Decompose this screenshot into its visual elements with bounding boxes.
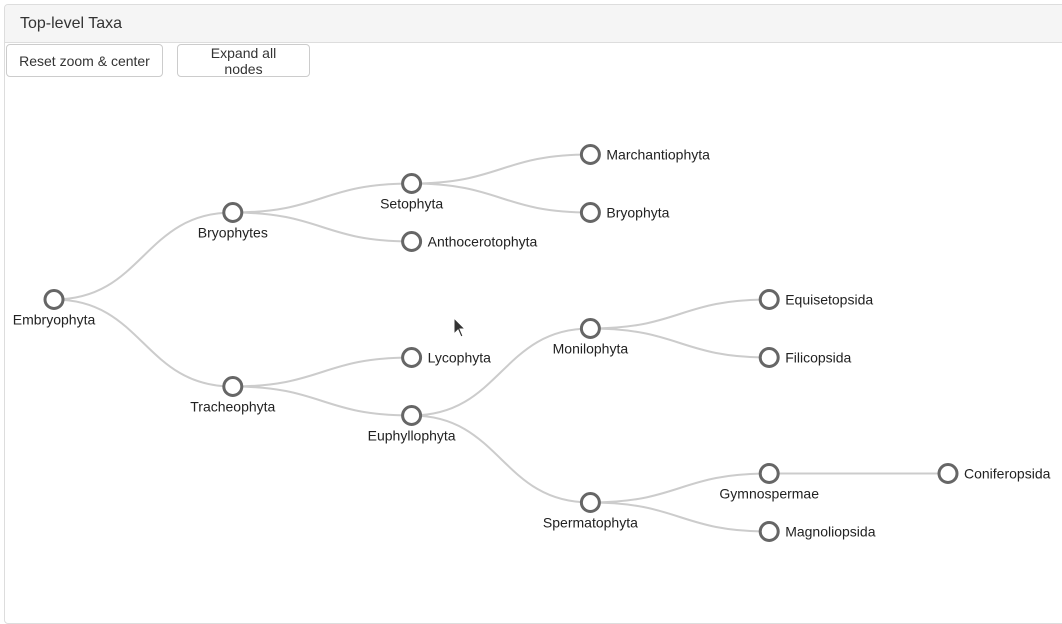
- node-label: Coniferopsida: [964, 466, 1051, 482]
- tree-node-bryophytes[interactable]: Bryophytes: [198, 202, 268, 241]
- node-circle[interactable]: [579, 144, 601, 165]
- tree-nodes: Embryophyta Bryophytes Setophyta Marchantio…: [13, 144, 1051, 542]
- panel-title: Top-level Taxa: [20, 15, 122, 32]
- node-label: Magnoliopsida: [785, 524, 875, 540]
- tree-node-anthocerotophyta[interactable]: Anthocerotophyta: [401, 231, 538, 252]
- node-label: Spermatophyta: [543, 515, 638, 531]
- node-circle[interactable]: [937, 463, 959, 484]
- node-circle[interactable]: [222, 376, 244, 397]
- node-label: Embryophyta: [13, 312, 96, 328]
- node-label: Bryophytes: [198, 225, 268, 241]
- node-circle[interactable]: [758, 521, 780, 542]
- tree-node-marchantiophyta[interactable]: Marchantiophyta: [579, 144, 710, 165]
- node-circle[interactable]: [579, 202, 601, 223]
- tree-node-gymnospermae[interactable]: Gymnospermae: [719, 463, 819, 502]
- node-label: Setophyta: [380, 196, 443, 212]
- panel-heading: Top-level Taxa: [5, 5, 1062, 43]
- node-circle[interactable]: [43, 289, 65, 310]
- node-circle[interactable]: [758, 347, 780, 368]
- node-label: Monilophyta: [553, 341, 629, 357]
- tree-node-magnoliopsida[interactable]: Magnoliopsida: [758, 521, 876, 542]
- reset-zoom-button[interactable]: Reset zoom & center: [6, 44, 163, 77]
- node-label: Euphyllophyta: [368, 428, 456, 444]
- node-circle[interactable]: [579, 492, 601, 513]
- node-label: Lycophyta: [428, 350, 492, 366]
- node-circle[interactable]: [758, 463, 780, 484]
- node-circle[interactable]: [222, 202, 244, 223]
- expand-all-button[interactable]: Expand all nodes: [177, 44, 310, 77]
- tree-node-setophyta[interactable]: Setophyta: [380, 173, 443, 212]
- taxa-panel: Top-level Taxa: [4, 4, 1062, 624]
- node-circle[interactable]: [401, 231, 423, 252]
- tree-node-spermatophyta[interactable]: Spermatophyta: [543, 492, 638, 531]
- tree-node-bryophyta[interactable]: Bryophyta: [579, 202, 670, 223]
- tree-node-euphyllophyta[interactable]: Euphyllophyta: [368, 405, 456, 444]
- node-circle[interactable]: [401, 173, 423, 194]
- node-circle[interactable]: [758, 289, 780, 310]
- node-label: Tracheophyta: [190, 399, 275, 415]
- node-label: Equisetopsida: [785, 292, 873, 308]
- node-label: Marchantiophyta: [606, 147, 710, 163]
- tree-node-embryophyta[interactable]: Embryophyta: [13, 289, 96, 328]
- node-label: Gymnospermae: [719, 486, 819, 502]
- node-label: Bryophyta: [606, 205, 669, 221]
- tree-node-coniferopsida[interactable]: Coniferopsida: [937, 463, 1051, 484]
- tree-node-monilophyta[interactable]: Monilophyta: [553, 318, 629, 357]
- node-circle[interactable]: [401, 405, 423, 426]
- mouse-pointer-icon: [453, 317, 467, 338]
- node-label: Filicopsida: [785, 350, 851, 366]
- tree-node-equisetopsida[interactable]: Equisetopsida: [758, 289, 873, 310]
- node-circle[interactable]: [579, 318, 601, 339]
- tree-node-tracheophyta[interactable]: Tracheophyta: [190, 376, 276, 415]
- tree-node-filicopsida[interactable]: Filicopsida: [758, 347, 852, 368]
- node-label: Anthocerotophyta: [428, 234, 538, 250]
- node-circle[interactable]: [401, 347, 423, 368]
- tree-node-lycophyta[interactable]: Lycophyta: [401, 347, 492, 368]
